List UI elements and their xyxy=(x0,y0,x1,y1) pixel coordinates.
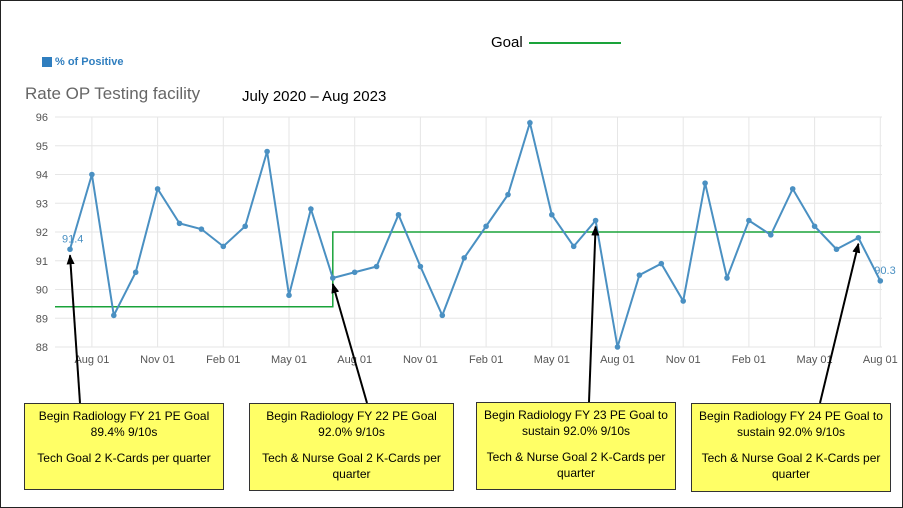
data-point xyxy=(877,278,884,284)
annotation-fy23-line2: sustain 92.0% 9/10s xyxy=(521,424,631,438)
goal-legend-label: Goal xyxy=(491,34,523,51)
y-tick-label: 96 xyxy=(36,112,48,124)
y-tick-label: 93 xyxy=(36,198,48,210)
goal-legend: Goal xyxy=(491,34,621,51)
data-label: 90.3 xyxy=(874,265,895,277)
annotation-arrow xyxy=(819,242,861,404)
series-line xyxy=(69,118,882,348)
annotation-fy22: Begin Radiology FY 22 PE Goal 92.0% 9/10… xyxy=(249,403,454,491)
chart-title: Rate OP Testing facility xyxy=(25,84,201,103)
annotation-arrow xyxy=(588,225,600,403)
data-point xyxy=(680,298,686,304)
data-point xyxy=(461,255,468,261)
annotation-fy21: Begin Radiology FY 21 PE Goal 89.4% 9/10… xyxy=(24,403,224,490)
y-tick-label: 91 xyxy=(36,256,48,268)
data-point xyxy=(527,119,533,126)
data-point xyxy=(220,243,227,250)
goal-legend-swatch xyxy=(528,41,621,44)
x-tick-label: Nov 01 xyxy=(666,354,701,366)
y-tick-label: 92 xyxy=(36,227,48,239)
data-point xyxy=(833,246,840,253)
data-point xyxy=(330,275,336,281)
annotation-arrow xyxy=(331,283,368,404)
data-label: 91.4 xyxy=(62,233,83,245)
data-point xyxy=(768,232,774,238)
data-point xyxy=(308,206,314,212)
y-tick-label: 89 xyxy=(36,313,48,325)
data-point xyxy=(439,312,446,319)
x-tick-label: Feb 01 xyxy=(206,354,240,366)
data-point xyxy=(483,223,489,230)
x-tick-label: Nov 01 xyxy=(140,354,175,366)
x-tick-label: Nov 01 xyxy=(403,354,438,366)
annotation-fy22-line2: 92.0% 9/10s xyxy=(318,425,385,439)
series-legend[interactable]: % of Positive xyxy=(42,56,123,68)
annotation-fy21-line3: Tech Goal 2 K-Cards per quarter xyxy=(37,451,211,465)
annotation-fy23-line3: Tech & Nurse Goal 2 K-Cards per quarter xyxy=(486,450,666,480)
data-point xyxy=(855,234,862,241)
data-point xyxy=(570,243,577,250)
annotation-fy22-line3: Tech & Nurse Goal 2 K-Cards per quarter xyxy=(262,451,441,481)
data-point xyxy=(242,223,248,230)
y-tick-label: 95 xyxy=(36,141,48,153)
y-tick-label: 88 xyxy=(36,342,48,354)
annotation-fy24-line1: Begin Radiology FY 24 PE Goal to xyxy=(699,409,883,423)
data-point xyxy=(549,211,555,218)
x-tick-label: Aug 01 xyxy=(74,354,109,366)
data-point xyxy=(592,217,599,224)
data-point xyxy=(176,220,183,227)
data-point xyxy=(89,171,95,178)
data-point xyxy=(373,263,380,270)
data-point xyxy=(658,260,665,267)
data-point xyxy=(132,269,139,276)
x-tick-label: May 01 xyxy=(271,354,307,366)
data-point xyxy=(614,344,621,350)
annotation-fy24: Begin Radiology FY 24 PE Goal to sustain… xyxy=(691,403,891,492)
y-tick-label: 94 xyxy=(36,170,48,182)
data-point xyxy=(154,186,161,192)
annotation-fy23-line1: Begin Radiology FY 23 PE Goal to xyxy=(484,408,668,422)
data-point xyxy=(636,272,643,278)
annotation-arrow xyxy=(66,254,81,404)
data-point xyxy=(811,223,818,230)
annotation-fy24-line2: sustain 92.0% 9/10s xyxy=(736,425,846,439)
data-point xyxy=(702,180,708,186)
annotation-fy22-line1: Begin Radiology FY 22 PE Goal xyxy=(266,409,437,423)
series-legend-swatch xyxy=(42,57,52,67)
date-range: July 2020 – Aug 2023 xyxy=(242,88,387,105)
annotation-fy21-line2: 89.4% 9/10s xyxy=(90,425,158,439)
goal-line xyxy=(55,231,880,308)
data-point xyxy=(67,246,73,253)
data-point xyxy=(746,217,752,224)
series-legend-label: % of Positive xyxy=(55,56,124,68)
x-tick-label: May 01 xyxy=(797,354,833,366)
x-tick-label: Aug 01 xyxy=(863,354,898,366)
annotation-fy23: Begin Radiology FY 23 PE Goal to sustain… xyxy=(476,402,676,490)
annotation-fy21-line1: Begin Radiology FY 21 PE Goal xyxy=(38,409,210,423)
x-tick-label: Feb 01 xyxy=(469,354,503,366)
x-tick-label: Aug 01 xyxy=(600,354,635,366)
x-tick-label: May 01 xyxy=(534,354,570,366)
data-point xyxy=(395,211,402,218)
data-point xyxy=(264,148,270,155)
data-point xyxy=(417,263,424,270)
data-point xyxy=(724,275,730,281)
data-point xyxy=(286,292,292,299)
data-point xyxy=(505,191,511,198)
x-tick-label: Feb 01 xyxy=(732,354,766,366)
y-tick-label: 90 xyxy=(36,285,48,297)
annotation-fy24-line3: Tech & Nurse Goal 2 K-Cards per quarter xyxy=(701,451,881,481)
data-point xyxy=(198,226,205,232)
data-point xyxy=(789,186,796,192)
data-point xyxy=(351,269,358,276)
data-point xyxy=(111,312,117,319)
